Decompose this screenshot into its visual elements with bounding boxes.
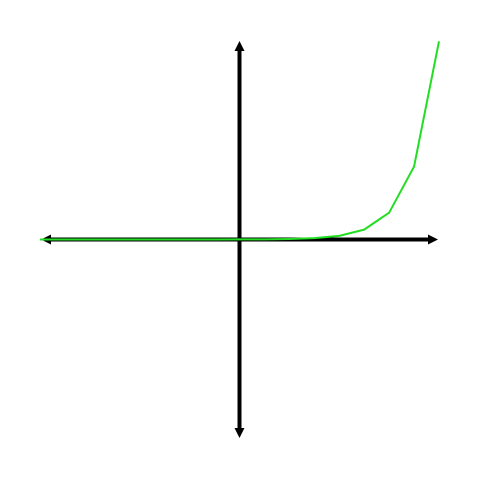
data-point [189, 238, 191, 240]
data-point [288, 238, 290, 240]
data-point [139, 238, 141, 240]
data-point [438, 40, 440, 42]
data-point [363, 229, 365, 231]
series-line [40, 41, 440, 241]
data-point [413, 166, 415, 168]
data-point [313, 237, 315, 239]
data-point [114, 238, 116, 240]
data-point [263, 238, 265, 240]
data-point [214, 238, 216, 240]
data-point [39, 238, 41, 240]
data-point [239, 238, 241, 240]
data-point [164, 238, 166, 240]
data-point [388, 212, 390, 214]
data-point [89, 238, 91, 240]
data-point [338, 235, 340, 237]
data-point [64, 238, 66, 240]
